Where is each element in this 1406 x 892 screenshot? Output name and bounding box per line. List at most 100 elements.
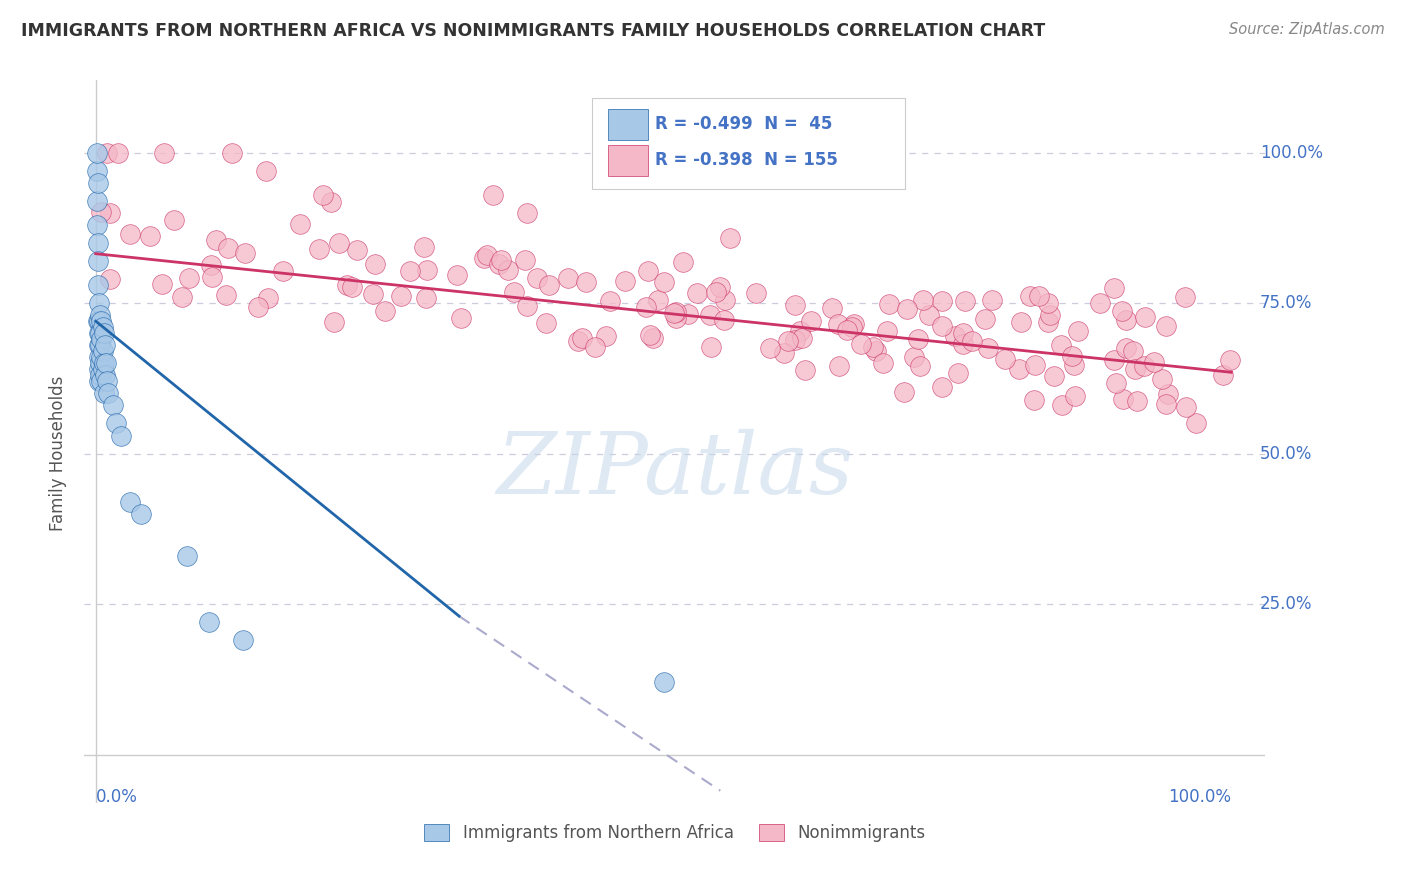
Point	[706, 285, 728, 300]
Point	[87, 314, 111, 328]
Point	[93, 356, 115, 370]
Text: 50.0%: 50.0%	[1260, 444, 1312, 463]
Point	[87, 314, 110, 328]
Point	[90, 375, 112, 389]
Point	[583, 340, 606, 354]
Point	[217, 241, 239, 255]
Point	[96, 145, 118, 160]
Point	[118, 227, 141, 241]
Point	[783, 334, 806, 348]
Point	[516, 299, 538, 313]
Point	[91, 320, 114, 334]
Point	[599, 293, 621, 308]
Point	[981, 293, 1004, 308]
Point	[153, 145, 176, 160]
Point	[903, 351, 925, 365]
Point	[93, 326, 115, 341]
Point	[87, 254, 110, 268]
Point	[652, 675, 675, 690]
Point	[86, 218, 108, 232]
Point	[516, 205, 538, 219]
Point	[90, 350, 112, 364]
Point	[1036, 314, 1059, 328]
Point	[86, 145, 108, 160]
Point	[931, 293, 953, 308]
Point	[322, 315, 344, 329]
Point	[215, 288, 238, 302]
Point	[1133, 310, 1156, 324]
Point	[1185, 417, 1208, 431]
Point	[865, 344, 887, 359]
Point	[1102, 352, 1125, 367]
Point	[87, 235, 110, 250]
Point	[1018, 289, 1040, 303]
Point	[643, 331, 665, 345]
Legend: Immigrants from Northern Africa, Nonimmigrants: Immigrants from Northern Africa, Nonimmi…	[418, 817, 932, 848]
Point	[634, 300, 657, 314]
Text: ZIPatlas: ZIPatlas	[496, 429, 853, 512]
Point	[96, 375, 118, 389]
Point	[1125, 362, 1147, 376]
Point	[893, 384, 915, 399]
Point	[1111, 303, 1133, 318]
Point	[1112, 392, 1135, 407]
Point	[97, 386, 120, 401]
Text: Family Households: Family Households	[49, 376, 67, 532]
Point	[1133, 359, 1156, 374]
Point	[346, 243, 368, 257]
Point	[953, 294, 976, 309]
Point	[474, 252, 496, 266]
Point	[87, 338, 111, 352]
Point	[488, 257, 510, 271]
Point	[537, 277, 560, 292]
Point	[107, 145, 129, 160]
Point	[1212, 368, 1234, 383]
Point	[1060, 349, 1083, 363]
Point	[835, 323, 858, 337]
Point	[328, 235, 350, 250]
Point	[98, 272, 121, 286]
Point	[496, 263, 519, 277]
Point	[877, 297, 900, 311]
Point	[718, 230, 741, 244]
Point	[139, 229, 162, 244]
Point	[446, 268, 468, 282]
Point	[1042, 368, 1064, 383]
Point	[799, 314, 821, 328]
Point	[412, 240, 434, 254]
Point	[1154, 318, 1177, 333]
Point	[503, 285, 526, 299]
FancyBboxPatch shape	[592, 98, 905, 189]
Point	[851, 336, 873, 351]
Point	[911, 293, 934, 307]
Point	[87, 296, 111, 310]
Point	[1064, 389, 1087, 403]
Point	[536, 317, 558, 331]
Point	[709, 280, 731, 294]
Point	[1028, 289, 1050, 303]
Point	[1115, 341, 1137, 355]
Point	[200, 259, 222, 273]
Point	[91, 362, 114, 376]
Point	[513, 253, 536, 268]
Point	[789, 325, 811, 339]
Text: 75.0%: 75.0%	[1260, 294, 1312, 312]
Point	[1038, 296, 1060, 310]
Point	[312, 187, 335, 202]
Point	[943, 328, 966, 343]
Point	[1157, 386, 1180, 401]
Point	[713, 293, 735, 308]
Text: 100.0%: 100.0%	[1260, 144, 1323, 161]
Point	[699, 308, 721, 322]
Point	[773, 346, 796, 360]
Point	[665, 304, 688, 318]
Point	[665, 311, 688, 326]
Point	[1024, 393, 1046, 408]
Point	[745, 286, 768, 301]
Point	[844, 317, 866, 331]
Point	[1050, 338, 1073, 352]
Point	[1115, 313, 1137, 327]
Point	[841, 320, 863, 334]
Point	[637, 264, 659, 278]
Point	[89, 308, 111, 322]
